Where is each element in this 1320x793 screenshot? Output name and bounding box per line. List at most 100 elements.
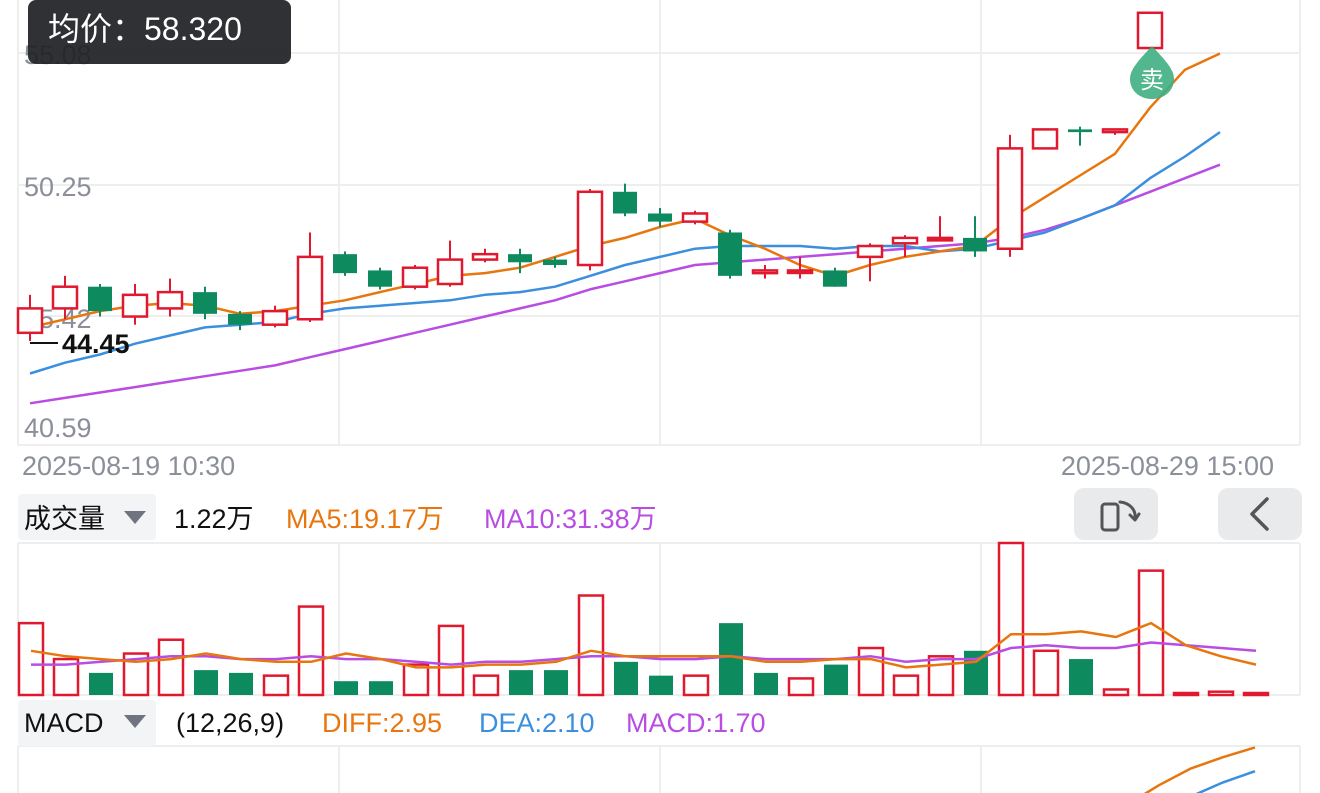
candle bbox=[261, 305, 289, 328]
volume-bar bbox=[369, 681, 393, 695]
candle-body bbox=[751, 269, 779, 275]
volume-bar bbox=[1137, 569, 1165, 697]
candle bbox=[193, 286, 217, 320]
avg-price-tooltip-text: 均价：58.320 bbox=[48, 11, 242, 47]
candle bbox=[1101, 128, 1129, 135]
candle-body bbox=[963, 237, 987, 252]
volume-bar bbox=[1242, 691, 1270, 697]
volume-bar bbox=[1069, 659, 1093, 695]
candle-body bbox=[1068, 129, 1092, 133]
volume-bar bbox=[1032, 649, 1060, 697]
candle bbox=[121, 283, 149, 325]
candle-body bbox=[718, 232, 742, 276]
macd-tab-bg bbox=[18, 700, 156, 746]
volume-indicator-selector[interactable]: 成交量 bbox=[24, 504, 146, 534]
sell-badge[interactable]: 卖 bbox=[1130, 46, 1174, 99]
candle-body bbox=[786, 269, 814, 275]
candle bbox=[228, 311, 252, 331]
volume-bar bbox=[1207, 690, 1235, 697]
macd-dea-line bbox=[1195, 770, 1256, 793]
volume-tab-bg bbox=[18, 494, 156, 540]
candle-body bbox=[1101, 128, 1129, 134]
candle bbox=[926, 216, 954, 242]
candle-body bbox=[261, 309, 289, 326]
candle-body bbox=[823, 270, 847, 287]
volume-bar bbox=[649, 675, 673, 695]
macd-params: (12,26,9) bbox=[176, 708, 284, 738]
price-tick-label: 40.59 bbox=[24, 413, 92, 443]
candle bbox=[648, 208, 672, 228]
volume-bar bbox=[194, 670, 218, 695]
avg-price-tooltip: 均价：58.320 bbox=[28, 0, 291, 64]
volume-bar bbox=[509, 670, 533, 695]
candle-body bbox=[613, 191, 637, 214]
candles bbox=[16, 11, 1164, 341]
candle bbox=[88, 283, 112, 317]
candle bbox=[996, 134, 1024, 257]
volume-ma5: MA5:19.17万 bbox=[286, 504, 444, 534]
volume-bar bbox=[402, 663, 430, 697]
rotate-icon bbox=[1100, 500, 1141, 532]
current-price-label: 44.45 bbox=[62, 329, 130, 359]
candle-body bbox=[156, 290, 184, 310]
volume-bar bbox=[472, 674, 500, 697]
candle-body bbox=[333, 254, 357, 274]
macd-indicator-name: MACD bbox=[24, 708, 104, 738]
candle bbox=[751, 265, 779, 279]
macd-indicator-selector[interactable]: MACD bbox=[24, 708, 146, 738]
candle bbox=[508, 248, 532, 274]
candle-body bbox=[926, 236, 954, 242]
volume-bar bbox=[157, 638, 185, 697]
chevron-down-icon bbox=[124, 511, 146, 524]
volume-bar bbox=[17, 621, 45, 697]
volume-bar bbox=[892, 674, 920, 697]
candle bbox=[16, 294, 44, 341]
candle-body bbox=[681, 212, 709, 223]
candle-body bbox=[508, 254, 532, 263]
ma10-line bbox=[29, 131, 1221, 375]
volume-bar bbox=[334, 681, 358, 695]
time-axis-end: 2025-08-29 15:00 bbox=[1061, 451, 1274, 481]
volume-bar bbox=[824, 664, 848, 695]
candle-body bbox=[471, 252, 499, 261]
candle bbox=[681, 210, 709, 225]
volume-bar bbox=[297, 605, 325, 697]
macd-diff: DIFF:2.95 bbox=[322, 708, 442, 738]
chevron-left-icon bbox=[1250, 497, 1269, 531]
candle bbox=[823, 267, 847, 287]
collapse-button[interactable] bbox=[1218, 488, 1302, 540]
candle-body bbox=[51, 285, 79, 310]
candle-body bbox=[121, 293, 149, 318]
candle bbox=[613, 183, 637, 217]
macd-dea: DEA:2.10 bbox=[479, 708, 595, 738]
candle bbox=[1068, 126, 1092, 146]
volume-bar bbox=[614, 661, 638, 695]
volume-ma5-line bbox=[30, 621, 1257, 669]
volume-bar bbox=[997, 541, 1025, 697]
candle bbox=[401, 265, 429, 290]
candle bbox=[436, 240, 464, 287]
rotate-screen-button[interactable] bbox=[1074, 488, 1158, 540]
volume-ma10: MA10:31.38万 bbox=[484, 504, 657, 534]
volume-bar bbox=[1102, 688, 1130, 697]
volume-bar bbox=[754, 672, 778, 695]
candle-body bbox=[543, 259, 567, 266]
candle-body bbox=[436, 258, 464, 286]
volume-bar bbox=[1172, 691, 1200, 697]
candle bbox=[856, 243, 884, 282]
candle-body bbox=[1031, 128, 1059, 150]
volume-current: 1.22万 bbox=[174, 504, 254, 534]
volume-bar bbox=[89, 672, 113, 695]
price-tick-label: 50.25 bbox=[24, 172, 92, 202]
candle-body bbox=[856, 244, 884, 259]
candle bbox=[1031, 128, 1059, 150]
candle-body bbox=[891, 236, 919, 245]
candle bbox=[333, 251, 357, 276]
candle bbox=[891, 235, 919, 257]
macd-diff-line bbox=[1143, 746, 1256, 793]
chevron-down-icon bbox=[124, 715, 146, 728]
macd-lines bbox=[1143, 746, 1256, 793]
candle-body bbox=[401, 266, 429, 288]
candle-body bbox=[16, 307, 44, 335]
